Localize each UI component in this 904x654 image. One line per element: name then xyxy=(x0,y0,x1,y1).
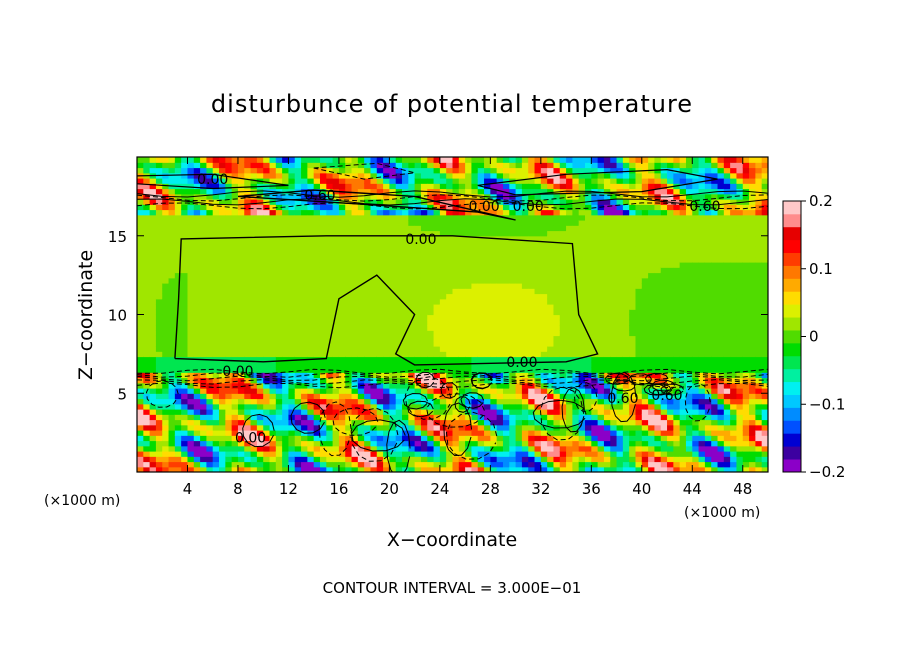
contour-label: 0.60 xyxy=(689,199,720,215)
x-tick-label: 48 xyxy=(733,480,752,498)
colorbar-swatch xyxy=(783,226,801,241)
contour-interval-note: CONTOUR INTERVAL = 3.000E−01 xyxy=(323,579,582,597)
y-tick-label: 10 xyxy=(108,307,127,325)
x-axis-label: X−coordinate xyxy=(387,529,517,551)
colorbar-tick-label: 0.1 xyxy=(809,260,833,278)
x-unit-left: (×1000 m) xyxy=(44,493,120,509)
contour-label: 0.00 xyxy=(405,232,436,248)
colorbar-swatch xyxy=(783,342,801,357)
colorbar-swatch xyxy=(783,291,801,305)
x-unit-right: (×1000 m) xyxy=(684,505,760,521)
y-axis: 5 10 15 xyxy=(108,228,768,403)
y-tick-label: 15 xyxy=(108,228,127,246)
x-tick-label: 28 xyxy=(481,480,500,498)
colorbar-swatch xyxy=(783,381,801,395)
contour-label: 0.00 xyxy=(197,172,228,188)
colorbar-swatch xyxy=(783,239,801,254)
colorbar-tick-label: −0.1 xyxy=(809,395,845,413)
contour-label: 0.60 xyxy=(607,391,638,407)
colorbar-swatch xyxy=(783,433,801,447)
contour-label: 0.60 xyxy=(304,188,335,204)
colorbar: 0.2 0.1 0 −0.1 −0.2 xyxy=(782,192,845,481)
colorbar-swatch xyxy=(783,368,801,383)
x-tick-label: 16 xyxy=(329,480,348,498)
colorbar-swatch xyxy=(783,459,801,473)
contour-label: 0.60 xyxy=(651,388,682,404)
contour-label: 0.00 xyxy=(469,199,500,215)
x-axis: 4 8 12 16 20 24 28 32 36 40 44 48 xyxy=(183,157,752,498)
colorbar-swatch xyxy=(783,394,801,408)
colorbar-tick-label: 0 xyxy=(809,328,819,346)
contour-label: 0.00 xyxy=(222,364,253,380)
x-tick-label: 32 xyxy=(531,480,550,498)
y-axis-label: Z−coordinate xyxy=(75,250,97,380)
chart-title: disturbunce of potential temperature xyxy=(211,90,693,118)
contour-lines xyxy=(137,162,768,472)
colorbar-swatch xyxy=(783,265,801,279)
colorbar-swatch xyxy=(783,278,801,292)
x-tick-label: 12 xyxy=(279,480,298,498)
plot-area: 0.00 0.60 0.00 0.00 0.60 0.00 0.00 0.00 0.60 0.60… xyxy=(137,157,768,472)
x-tick-label: 20 xyxy=(380,480,399,498)
y-tick-label: 5 xyxy=(117,385,127,403)
colorbar-tick-label: 0.2 xyxy=(809,192,833,210)
colorbar-swatch xyxy=(783,317,801,331)
contour-labels: 0.00 0.60 0.00 0.00 0.60 0.00 0.00 0.00 0.60 0.60… xyxy=(197,172,720,446)
colorbar-tick-label: −0.2 xyxy=(809,463,845,481)
colorbar-swatch xyxy=(783,201,801,215)
colorbar-swatch xyxy=(783,446,801,460)
colorbar-swatch xyxy=(783,420,801,434)
x-tick-label: 36 xyxy=(582,480,601,498)
x-tick-label: 4 xyxy=(183,480,193,498)
contour-label: 0.00 xyxy=(235,430,266,446)
x-tick-label: 24 xyxy=(430,480,449,498)
contour-label: 0.00 xyxy=(506,355,537,371)
colorbar-swatch xyxy=(783,355,801,370)
colorbar-swatch xyxy=(783,407,801,421)
colorbar-swatch xyxy=(783,330,801,344)
x-tick-label: 44 xyxy=(683,480,702,498)
x-tick-label: 40 xyxy=(632,480,651,498)
x-tick-label: 8 xyxy=(233,480,243,498)
colorbar-swatch xyxy=(783,304,801,318)
contour-label: 0.00 xyxy=(513,199,544,215)
colorbar-swatch xyxy=(783,252,801,266)
colorbar-swatch xyxy=(783,213,801,228)
